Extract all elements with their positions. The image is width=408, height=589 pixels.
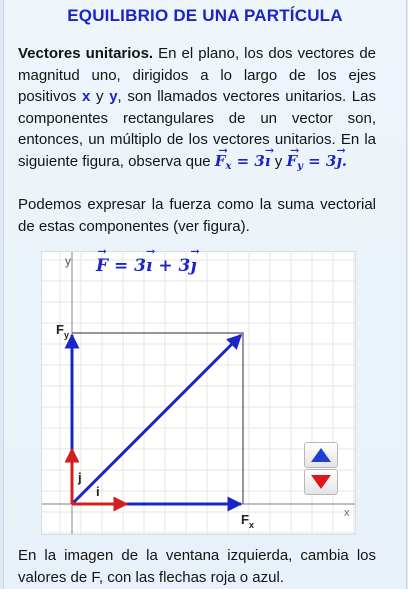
- page-title: EQUILIBRIO DE UNA PARTÍCULA: [67, 6, 343, 25]
- p1-text-1: En el plano, los dos vectores de magnitu…: [18, 45, 377, 105]
- instructions-paragraph: En la imagen de la ventana izquierda, ca…: [18, 547, 376, 586]
- increase-button[interactable]: [304, 442, 338, 468]
- x-axis-label: x: [344, 507, 350, 519]
- p1-and: y: [270, 152, 287, 170]
- unit-i-label: i: [96, 484, 100, 499]
- vector-figure: F = 3ı + 3ȷ y x Fy Fx j i: [41, 245, 356, 535]
- axis-y-mention: y: [109, 88, 118, 105]
- axis-x-mention: x: [82, 88, 91, 105]
- y-axis-label: y: [65, 254, 71, 268]
- p1-conj: y: [90, 88, 110, 105]
- fy-label: Fy: [56, 322, 69, 340]
- unit-vectors-paragraph: Vectores unitarios. En el plano, los dos…: [18, 43, 376, 177]
- triangle-down-icon: [311, 475, 331, 489]
- vector-diagram: [42, 252, 355, 534]
- term-unit-vectors: Vectores unitarios.: [18, 45, 154, 62]
- grid-lines: [42, 252, 355, 534]
- fy-expression: Fy = 3ȷ.: [286, 140, 347, 172]
- unit-j-label: j: [78, 470, 82, 485]
- decrease-button[interactable]: [304, 469, 338, 495]
- force-stepper[interactable]: [304, 442, 338, 498]
- page: EQUILIBRIO DE UNA PARTÍCULA Vectores uni…: [3, 0, 407, 589]
- f-resultant-arrow: [70, 333, 243, 506]
- vector-sum-paragraph: Podemos expresar la fuerza como la suma …: [18, 196, 376, 235]
- force-equation: F = 3ı + 3ȷ: [96, 245, 197, 276]
- triangle-up-icon: [311, 448, 331, 462]
- component-rectangle: [72, 332, 244, 504]
- fx-label: Fx: [241, 512, 254, 530]
- fx-expression: Fx = 3ı: [215, 140, 271, 172]
